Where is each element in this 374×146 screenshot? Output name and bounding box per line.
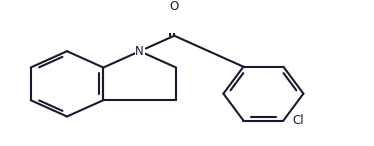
Text: Cl: Cl [292,114,304,127]
Text: O: O [170,0,179,13]
Text: N: N [135,45,144,58]
